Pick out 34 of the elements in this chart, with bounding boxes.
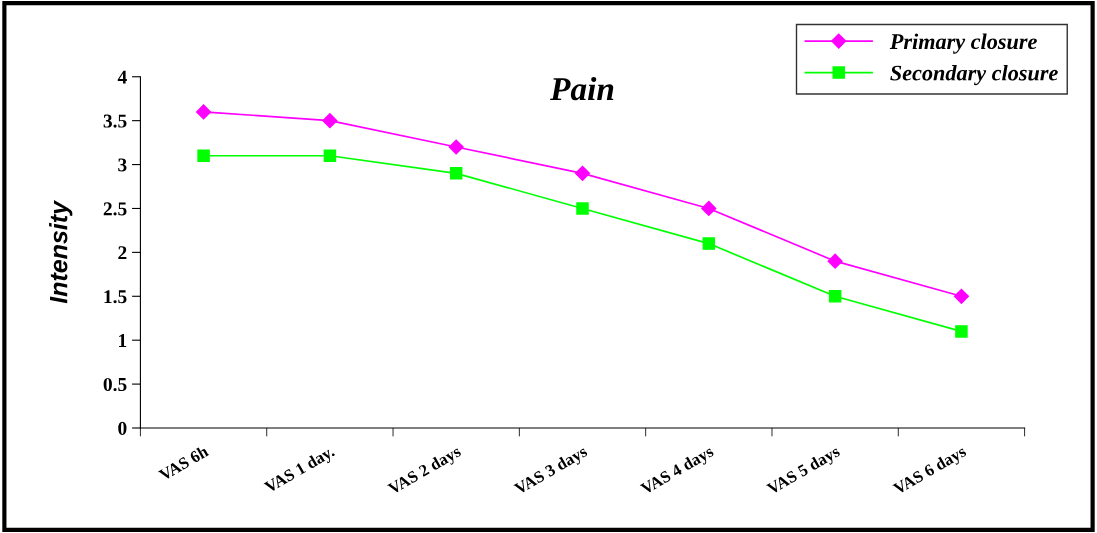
chart-title: Pain [550,76,614,101]
point [449,167,463,180]
x-tick-label: VAS 4 days [639,444,717,498]
y-tick-label: 2 [118,246,127,260]
point [574,165,591,181]
y-tick-label: 1 [119,334,127,347]
point [448,139,464,155]
point [197,149,210,163]
point [953,288,970,304]
x-tick-label: VAS 6h [157,444,210,482]
point [702,237,716,250]
point [576,202,589,215]
point [196,104,212,120]
point [323,149,337,163]
y-axis-title: Intensity [49,199,73,304]
y-tick-label: 4 [117,70,127,84]
x-tick-label: VAS 1 day. [263,445,337,497]
y-tick-label: 3 [118,158,127,172]
point [322,113,338,129]
y-tick-label: 0 [118,421,127,435]
point [827,253,843,269]
point [828,290,842,303]
x-tick-label: VAS 3 days [513,444,590,498]
point [701,200,717,217]
x-tick-label: VAS 2 days [386,444,464,498]
y-tick-label: 3.5 [103,114,127,128]
legend-label: Secondary closure [890,64,1058,86]
x-tick-label: VAS 6 days [892,444,969,498]
x-tick-label: VAS 5 days [765,444,843,498]
legend-label: Primary closure [889,33,1037,54]
point [955,325,968,338]
y-tick-label: 1.5 [104,290,127,304]
y-tick-label: 2.5 [103,202,127,216]
y-tick-label: 0.5 [103,377,127,392]
